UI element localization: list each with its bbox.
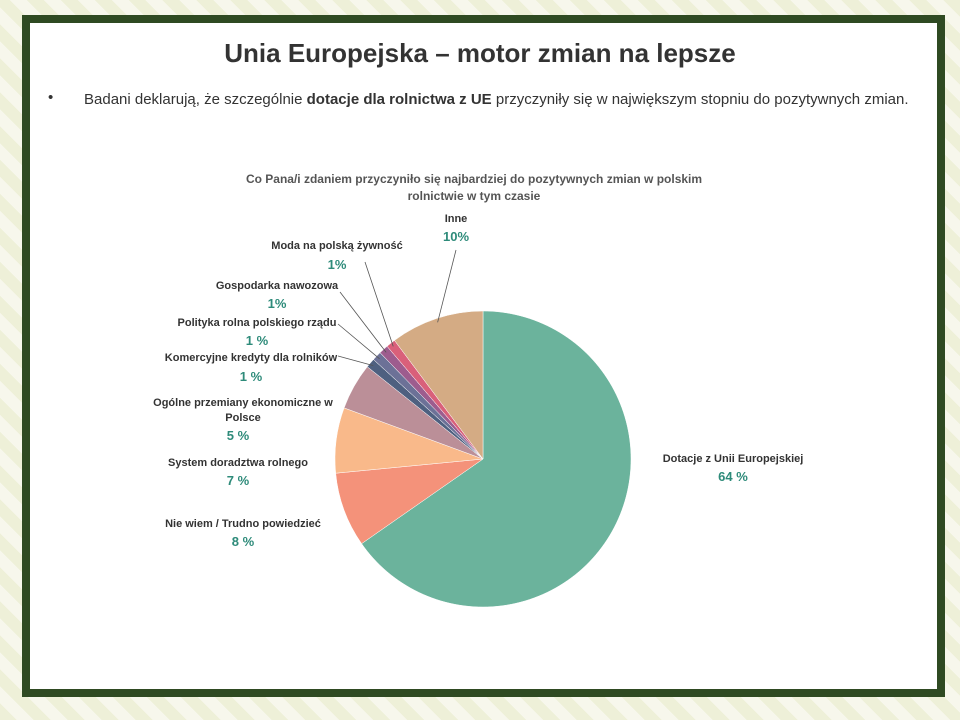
text: Badani deklarują, że szczególnie bbox=[84, 91, 307, 108]
value-label: 1% bbox=[327, 257, 347, 272]
value-label: 1% bbox=[267, 296, 287, 311]
leader-line bbox=[339, 291, 387, 353]
chart-title: Co Pana/i zdaniem przyczyniło się najbar… bbox=[245, 172, 703, 203]
slice-label: Dotacje z Unii Europejskiej bbox=[662, 453, 804, 465]
slice-label: Moda na polską żywność bbox=[271, 240, 403, 252]
leader-line bbox=[337, 323, 380, 360]
value-label: 1 % bbox=[245, 333, 269, 348]
leader-line bbox=[364, 261, 394, 347]
slice-label: Ogólne przemiany ekonomiczne w Polsce bbox=[153, 397, 333, 424]
value-label: 10% bbox=[442, 229, 470, 244]
slice-label: Komercyjne kredyty dla rolników bbox=[164, 352, 338, 364]
slice-label: Polityka rolna polskiego rządu bbox=[177, 317, 337, 329]
slice-label: Nie wiem / Trudno powiedzieć bbox=[165, 518, 321, 530]
pie-slice bbox=[394, 310, 484, 460]
text-bold: dotacje dla rolnictwa z UE bbox=[306, 91, 492, 108]
bullet-dot: • bbox=[48, 89, 54, 106]
value-label: 1 % bbox=[239, 369, 263, 384]
leader-line bbox=[437, 249, 457, 323]
text: przyczyniły się w największym stopniu do… bbox=[491, 91, 909, 108]
value-label: 8 % bbox=[231, 534, 255, 549]
value-label: 5 % bbox=[226, 428, 250, 443]
slice-label: Gospodarka nawozowa bbox=[215, 280, 339, 292]
value-label: 7 % bbox=[226, 473, 250, 488]
leader-line bbox=[337, 355, 374, 367]
pie-slice bbox=[361, 310, 632, 608]
slice-label: System doradztwa rolnego bbox=[168, 457, 308, 469]
slice-label: Inne bbox=[444, 213, 468, 225]
slide-title: Unia Europejska – motor zmian na lepsze bbox=[224, 38, 736, 68]
bullet-text: Badani deklarują, że szczególnie dotacje… bbox=[84, 89, 914, 110]
value-label: 64 % bbox=[718, 469, 748, 484]
